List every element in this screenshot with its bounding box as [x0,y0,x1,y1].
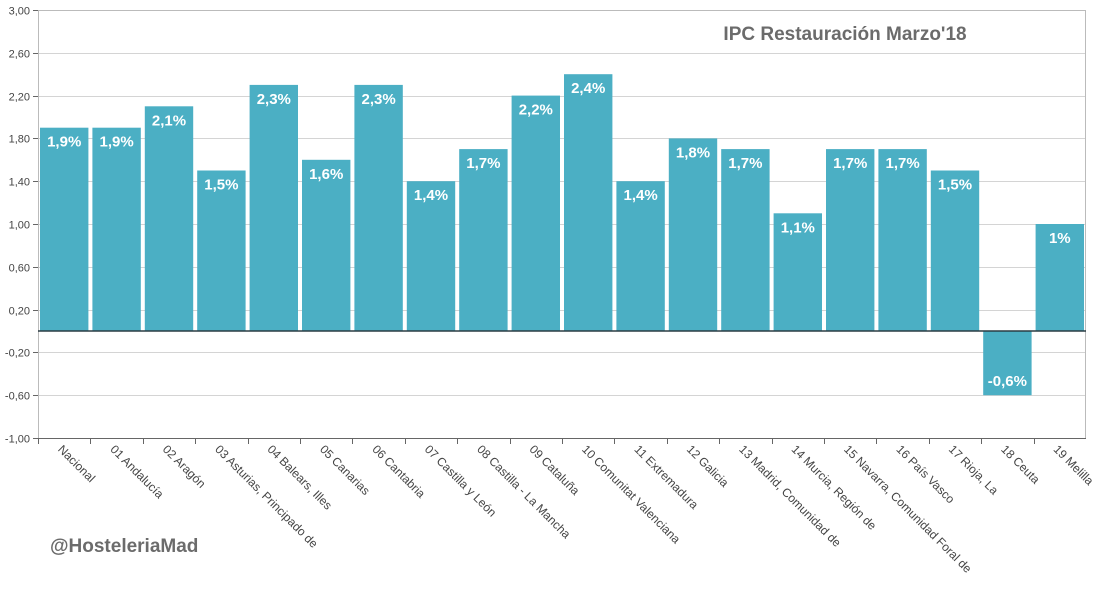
x-tick-label: 02 Aragón [160,442,209,491]
data-label: 1% [1049,230,1071,247]
data-label: 1,4% [623,187,657,204]
data-label: 1,1% [781,219,815,236]
data-label: -0,6% [988,373,1027,390]
bar [773,213,822,331]
bar [92,127,141,331]
data-label: 1,8% [676,144,710,161]
data-label: 1,6% [309,166,343,183]
x-tick-label: 08 Castilla - La Mancha [474,442,573,541]
x-tick-label: 10 Comunitat Valenciana [579,442,683,546]
bar [354,84,403,332]
bar [983,331,1032,396]
x-tick-label: 06 Cantabria [369,442,428,501]
bar [564,74,613,331]
bar [144,106,194,331]
bar [406,181,456,331]
x-tick-label: 12 Galicia [684,442,732,490]
data-label: 1,7% [728,155,762,172]
data-label: 1,7% [885,155,919,172]
bar [511,95,560,331]
x-tick-label: 03 Asturias, Principado de [212,442,321,551]
x-tick-label: 18 Ceuta [998,442,1043,487]
y-tick-label: -0,20 [5,348,30,360]
gridlines [38,10,1086,439]
x-tick-label: Nacional [55,442,98,485]
y-tick-label: 2,60 [9,49,30,61]
data-label: 1,5% [204,177,238,194]
bar [459,149,508,331]
x-tick-label: 17 Rioja, La [946,442,1001,497]
y-tick-label: 0,20 [9,306,30,318]
data-label: 1,4% [414,187,448,204]
data-label: 1,5% [938,177,972,194]
x-tick-label: 05 Canarias [317,442,373,498]
bar [616,181,665,331]
data-label: 1,9% [99,134,133,151]
x-tick-label: 13 Madrid, Comunidad de [736,442,844,550]
bar [668,138,718,331]
bar [721,149,770,331]
bar [1035,224,1084,331]
data-label: 1,7% [466,155,500,172]
data-label: 2,3% [257,91,291,108]
bar [826,149,875,331]
data-labels: 1,9% 1,9% 2,1% 1,5% 2,3% 1,6% 2,3% 1,4% 1,7% 2,2%… [38,80,1086,390]
chart-title: IPC Restauración Marzo'18 [723,24,966,45]
bar [40,127,89,331]
y-tick-label: 2,20 [9,92,30,104]
y-axis-ticks: -1,00 -0,60 -0,20 0,20 0,60 1,00 1,40 1,80 2,20 2… [5,6,38,446]
y-tick-label: 0,60 [9,263,30,275]
data-label: 2,1% [152,112,186,129]
data-label: 2,3% [361,91,395,108]
y-tick-label: -0,60 [5,391,30,403]
data-label: 1,7% [833,155,867,172]
bar [878,149,927,331]
watermark-handle: @HosteleriaMad [50,536,199,557]
y-tick-label: 1,40 [9,177,30,189]
data-label: 1,9% [47,134,81,151]
y-tick-label: 3,00 [9,6,30,18]
bar [249,84,298,332]
bar [930,170,980,331]
x-tick-label: 19 Melilla [1051,442,1097,488]
x-tick-label: 01 Andalucía [107,442,166,501]
data-label: 2,4% [571,80,605,97]
y-tick-label: 1,00 [9,220,30,232]
bar [197,170,246,331]
bars [40,74,1084,396]
x-tick-label: 09 Cataluña [527,442,583,498]
y-tick-label: 1,80 [9,134,30,146]
data-label: 2,2% [519,102,553,119]
bar [302,159,351,331]
y-tick-label: -1,00 [5,434,30,446]
